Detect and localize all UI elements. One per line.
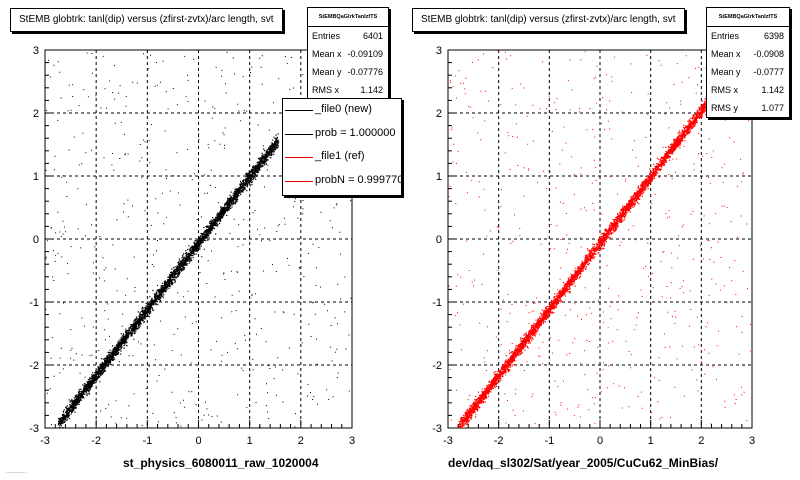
x-tick-label: -1 xyxy=(544,435,554,447)
legend-line-black xyxy=(285,110,313,111)
left-scatter-plot: -3 -2 -1 0 1 2 3 -3 -2 -1 0 1 2 3 xyxy=(29,45,355,447)
y-tick-label: 2 xyxy=(436,108,442,120)
right-scatter-plot: -3 -2 -1 0 1 2 3 -3 -2 -1 0 1 2 3 xyxy=(432,45,755,447)
left-stats-title: StEMBQaGlrkTanlzfTS xyxy=(308,8,388,27)
legend-line-red xyxy=(285,157,313,158)
stat-label: Mean x xyxy=(312,49,342,59)
y-tick-label: -2 xyxy=(29,360,39,372)
y-tick-label: 3 xyxy=(436,45,442,57)
right-stat-row-mean-x: Mean x -0.0908 xyxy=(707,45,789,63)
scatter-markers xyxy=(448,50,752,428)
stat-value: 6401 xyxy=(362,31,383,41)
stat-label: Entries xyxy=(711,31,740,41)
x-tick-label: -2 xyxy=(494,435,504,447)
x-tick-label: 0 xyxy=(597,435,603,447)
stat-value: 1.077 xyxy=(761,103,784,113)
x-tick-label: 2 xyxy=(698,435,704,447)
y-tick-label: 3 xyxy=(33,45,39,57)
scatter-points xyxy=(448,50,752,428)
y-tick-label: 0 xyxy=(436,234,442,246)
scatter-points xyxy=(45,51,352,428)
left-histogram-pad: StEMB globtrk: tanl(dip) versus (zfirst-… xyxy=(6,7,402,475)
stat-value: -0.0908 xyxy=(753,49,784,59)
stat-value: 1.142 xyxy=(761,85,784,95)
scatter-markers xyxy=(45,51,352,428)
stat-value: 6398 xyxy=(763,31,784,41)
y-tick-label: -1 xyxy=(432,297,442,309)
x-tick-label: 3 xyxy=(749,435,755,447)
stat-label: Mean y xyxy=(312,67,342,77)
stat-value: 1.142 xyxy=(360,85,383,95)
stat-label: Entries xyxy=(312,31,341,41)
legend-label: probN = 0.999770 xyxy=(315,173,402,186)
left-stat-row-entries: Entries 6401 xyxy=(308,27,388,45)
x-tick-label: -2 xyxy=(91,435,101,447)
legend-box: _file0 (new) prob = 1.000000 _file1 (ref… xyxy=(282,98,402,196)
x-tick-label: 1 xyxy=(247,435,253,447)
legend-line-black xyxy=(285,133,313,135)
y-tick-label: 2 xyxy=(33,108,39,120)
stat-label: RMS x xyxy=(711,85,738,95)
left-x-axis-title: st_physics_6080011_raw_1020004 xyxy=(123,456,319,470)
right-stat-row-mean-y: Mean y -0.0777 xyxy=(707,63,789,81)
y-tick-label: 0 xyxy=(33,234,39,246)
x-tick-label: -1 xyxy=(142,435,152,447)
y-tick-label: 1 xyxy=(33,171,39,183)
x-tick-label: 0 xyxy=(195,435,201,447)
stat-label: RMS x xyxy=(312,85,339,95)
y-tick-label: -3 xyxy=(432,423,442,435)
right-histogram-pad: StEMB globtrk: tanl(dip) versus (zfirst-… xyxy=(400,0,800,480)
legend-entry-file0: _file0 (new) xyxy=(283,99,401,123)
right-stats-box: StEMBQaGlrkTanlzfTS Entries 6398 Mean x -0… xyxy=(706,7,790,118)
left-stat-row-rms-x: RMS x 1.142 xyxy=(308,81,388,99)
y-tick-label: -2 xyxy=(432,360,442,372)
x-tick-label: -3 xyxy=(40,435,50,447)
stat-label: RMS y xyxy=(711,103,738,113)
y-tick-label: -3 xyxy=(29,423,39,435)
legend-entry-file1: _file1 (ref) xyxy=(283,146,401,170)
left-stats-box: StEMBQaGlrkTanlzfTS Entries 6401 Mean x -0… xyxy=(307,7,389,100)
right-stat-row-rms-x: RMS x 1.142 xyxy=(707,81,789,99)
x-tick-label: 2 xyxy=(298,435,304,447)
left-stat-row-mean-y: Mean y -0.07776 xyxy=(308,63,388,81)
x-tick-label: -3 xyxy=(443,435,453,447)
footer-text: ............ xyxy=(6,469,27,475)
left-stat-row-mean-x: Mean x -0.09109 xyxy=(308,45,388,63)
y-tick-label: 1 xyxy=(436,171,442,183)
legend-label: _file1 (ref) xyxy=(315,150,365,162)
legend-entry-probn: probN = 0.999770 xyxy=(283,170,401,194)
left-plot-title: StEMB globtrk: tanl(dip) versus (zfirst-… xyxy=(10,8,283,32)
y-tick-label: -1 xyxy=(29,297,39,309)
legend-entry-prob: prob = 1.000000 xyxy=(283,123,401,147)
legend-label: _file0 (new) xyxy=(315,103,372,115)
stat-value: -0.09109 xyxy=(347,49,383,59)
right-stats-title: StEMBQaGlrkTanlzfTS xyxy=(707,8,789,27)
right-stat-row-rms-y: RMS y 1.077 xyxy=(707,99,789,117)
right-stat-row-entries: Entries 6398 xyxy=(707,27,789,45)
x-tick-label: 1 xyxy=(648,435,654,447)
right-plot-title: StEMB globtrk: tanl(dip) versus (zfirst-… xyxy=(412,8,685,32)
right-x-axis-title: dev/daq_sl302/Sat/year_2005/CuCu62_MinBi… xyxy=(448,456,719,470)
stat-label: Mean x xyxy=(711,49,741,59)
stat-label: Mean y xyxy=(711,67,741,77)
legend-line-red xyxy=(285,180,313,182)
x-tick-label: 3 xyxy=(349,435,355,447)
stat-value: -0.07776 xyxy=(347,67,383,77)
legend-label: prob = 1.000000 xyxy=(315,126,396,139)
stat-value: -0.0777 xyxy=(753,67,784,77)
